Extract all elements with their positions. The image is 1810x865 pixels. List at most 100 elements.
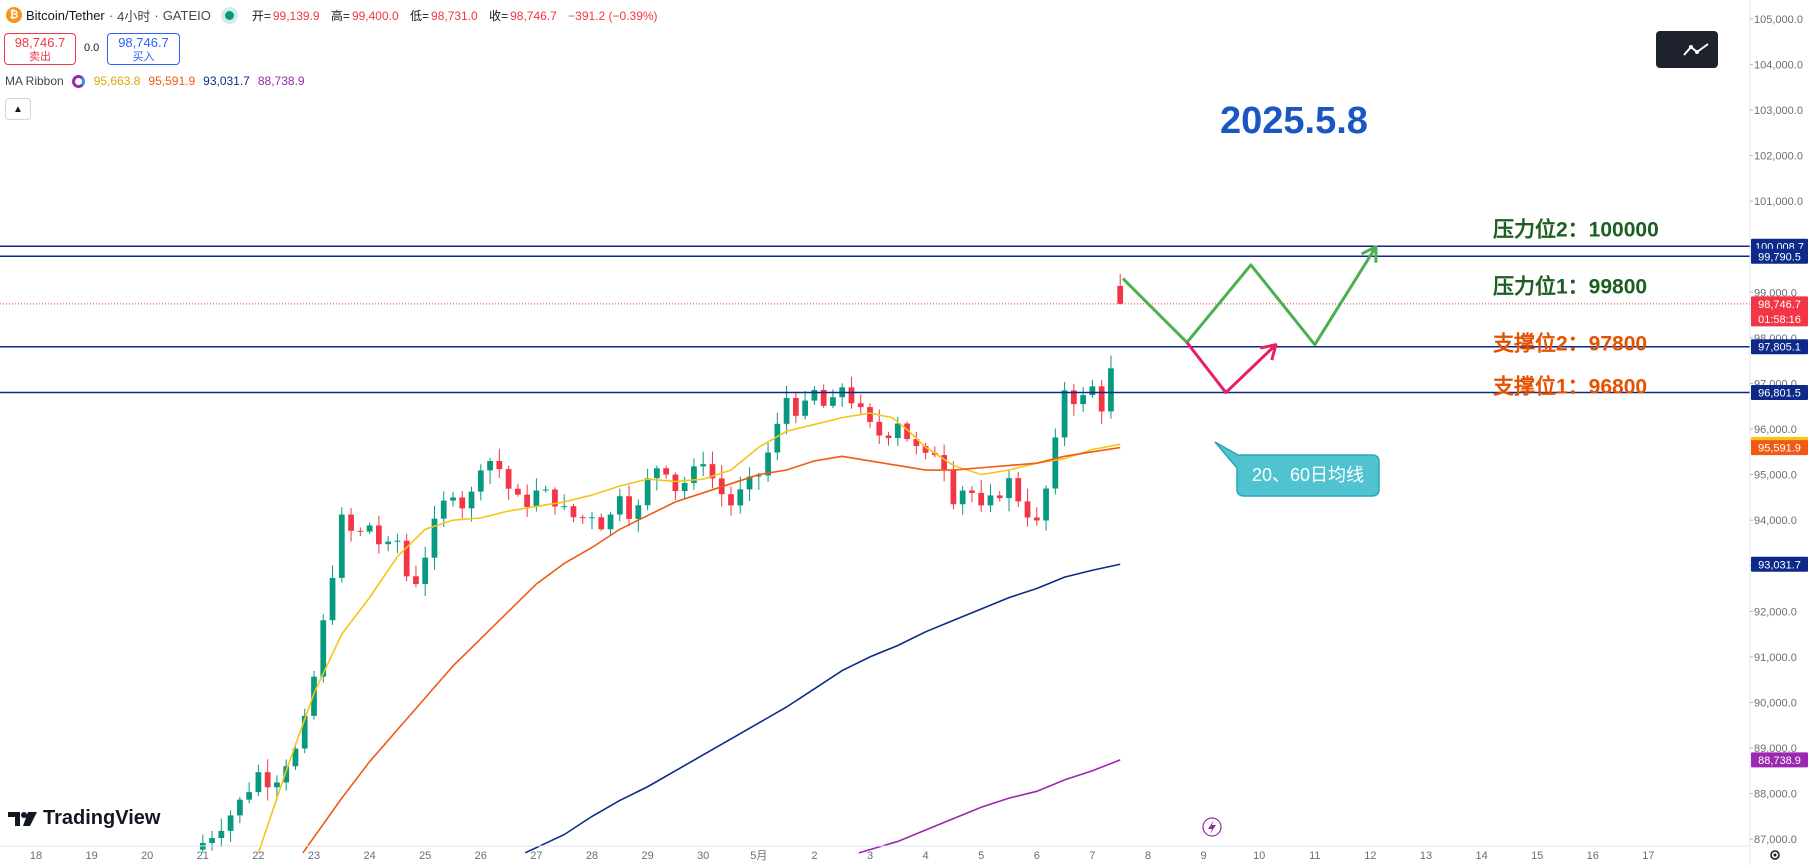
settings-icon[interactable] [1770, 850, 1780, 860]
y-tick-label: 103,000.0 [1754, 105, 1803, 117]
collapse-legend-button[interactable]: ▲ [5, 98, 31, 120]
candle-body [505, 469, 512, 489]
price-tag-label: 93,031.7 [1758, 559, 1801, 571]
price-axis: 105,000.0 104,000.0 103,000.0 102,000.0 101,… [1749, 0, 1810, 865]
x-tick-label: 18 [30, 850, 42, 862]
tradingview-logo[interactable]: TradingView [8, 807, 160, 830]
candle-body [320, 620, 327, 677]
candle-body [524, 494, 531, 507]
bitcoin-icon: ₿ [6, 7, 22, 23]
x-tick-label: 22 [252, 850, 264, 862]
candle-body [357, 530, 364, 532]
candle-body [1043, 488, 1049, 521]
candle-body [663, 468, 670, 475]
candle-body [672, 474, 679, 492]
candle-body [635, 505, 642, 519]
candle-body [1098, 386, 1105, 412]
candle-body [255, 772, 262, 793]
lightning-icon[interactable] [1202, 817, 1222, 837]
projection-green-arrow [1121, 245, 1378, 347]
candle-body [616, 496, 623, 515]
candle-body [1089, 386, 1096, 396]
line-chart-icon [1683, 42, 1709, 56]
sell-price: 98,746.7 [14, 35, 66, 50]
ohlc-values: 开= 99,139.9 高= 99,400.0 低= 98,731.0 收= 98,74… [251, 8, 658, 23]
candle-body [959, 490, 966, 505]
candle-body [978, 492, 985, 506]
level-label: 压力位2：100000 [1493, 217, 1659, 241]
candle-body [969, 490, 975, 493]
chevron-up-icon: ▲ [13, 103, 23, 115]
y-tick-label: 88,000.0 [1754, 789, 1797, 801]
buy-label: 买入 [132, 51, 155, 63]
x-tick-label: 24 [363, 850, 375, 862]
candle-body [477, 470, 484, 492]
symbol-name[interactable]: Bitcoin/Tether [26, 7, 105, 23]
candle-body [459, 497, 466, 509]
candle-body [431, 518, 438, 558]
candle-body [227, 815, 234, 831]
sell-label: 卖出 [29, 51, 51, 63]
price-line-tag: 96,801.5 [1751, 384, 1808, 400]
timeframe[interactable]: 4小时 [117, 8, 151, 24]
time-axis: 18 19 20 21 22 23 24 25 26 27 28 29 30 5月 2 3 4 5 6 7 8 9 10 11… [0, 845, 1780, 862]
high-value: 99,400.0 [351, 8, 399, 23]
candle-body [394, 540, 401, 542]
x-tick-label: 13 [1420, 850, 1432, 862]
candle-body [848, 387, 855, 404]
buy-button[interactable]: 98,746.7 买入 [107, 33, 180, 65]
low-value: 98,731.0 [431, 8, 478, 23]
candle-body [403, 540, 410, 577]
candle-body [348, 514, 354, 531]
x-tick-label: 6 [1034, 850, 1040, 862]
candle-body [802, 400, 809, 416]
candle-body [542, 489, 549, 491]
y-tick-label: 91,000.0 [1754, 652, 1797, 664]
candle-body [913, 439, 920, 446]
y-tick-label: 99,000.0 [1754, 287, 1797, 299]
y-tick-label: 101,000.0 [1754, 196, 1803, 208]
candle-body [1061, 390, 1068, 438]
chart-type-button[interactable] [1656, 31, 1718, 68]
candle-body [876, 421, 883, 436]
candle-body [385, 541, 392, 545]
projection-arrows [1121, 245, 1378, 395]
candle-body [755, 475, 762, 477]
candle-body [894, 423, 901, 439]
ma20-value: 95,663.8 [93, 74, 141, 88]
change-value: −391.2 (−0.39%) [568, 8, 658, 23]
callout-text: 20、60日均线 [1252, 465, 1364, 485]
candle-body [1080, 395, 1087, 405]
candle-body [570, 506, 577, 518]
sell-button[interactable]: 98,746.7 卖出 [4, 33, 76, 65]
price-tag-label: 98,746.7 [1758, 299, 1801, 311]
candle-body [440, 500, 447, 519]
candle-body [737, 489, 744, 506]
candle-body [1108, 368, 1114, 412]
x-tick-label: 8 [1145, 850, 1151, 862]
candle-body [274, 782, 280, 788]
candle-body [292, 748, 299, 767]
candle-body [774, 423, 781, 453]
candle-body [514, 488, 521, 495]
candle-body [552, 489, 558, 507]
candle-body [264, 772, 271, 788]
indicator-legend[interactable]: MA Ribbon 95,663.8 95,591.9 93,031.7 88,… [5, 74, 313, 88]
x-tick-label: 5 [978, 850, 984, 862]
x-tick-label: 28 [586, 850, 598, 862]
candle-body [413, 576, 419, 584]
separator: · [108, 7, 114, 23]
candle-body [533, 490, 540, 507]
x-tick-label: 5月 [750, 850, 767, 862]
candle-body [422, 557, 429, 584]
level-label: 支撑位1：96800 [1493, 375, 1647, 399]
candle-body [644, 478, 651, 506]
ma-callout: 20、60日均线 [1214, 441, 1380, 497]
ma-ribbon-lines [257, 412, 1121, 854]
candle-body [283, 766, 290, 783]
y-tick-label: 102,000.0 [1754, 151, 1803, 163]
candle-body [857, 403, 864, 408]
candle-body [885, 435, 892, 439]
candle-body [375, 525, 382, 545]
